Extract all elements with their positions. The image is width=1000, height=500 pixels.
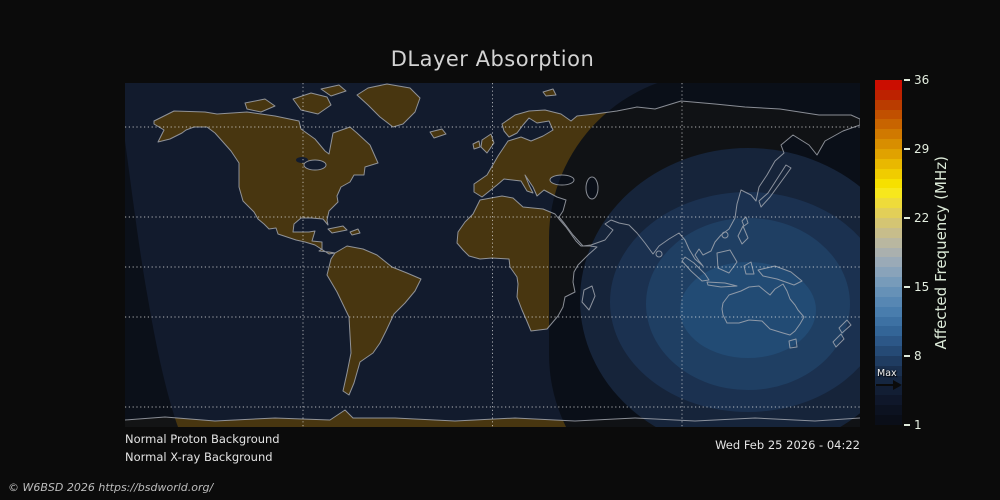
colorbar-segment [875, 375, 902, 386]
colorbar-segment [875, 217, 902, 228]
colorbar-tick-label: 29 [914, 142, 930, 156]
colorbar-segment [875, 276, 902, 287]
xray-status: Normal X-ray Background [125, 450, 273, 464]
colorbar-segment [875, 99, 902, 110]
colorbar-segment [875, 168, 902, 179]
colorbar-segment [875, 335, 902, 347]
terminator-shadow-west-edge [125, 141, 178, 427]
colorbar-segment [875, 148, 902, 159]
colorbar-tick-label: 15 [914, 280, 930, 294]
colorbar-tick-label: 22 [914, 211, 930, 225]
colorbar-tick-label: 1 [914, 418, 922, 432]
colorbar-segment [875, 138, 902, 149]
status-annotations: Normal Proton Background Normal X-ray Ba… [125, 430, 280, 466]
colorbar-segment [875, 79, 902, 90]
great-lakes [304, 160, 326, 170]
colorbar-segment [875, 118, 902, 130]
colorbar-tick [904, 286, 910, 288]
colorbar-tick [904, 355, 910, 357]
colorbar-segment [875, 345, 902, 356]
coastlines [125, 83, 860, 422]
colorbar-segment [875, 404, 902, 416]
colorbar-segment [875, 207, 902, 218]
colorbar-segment [875, 286, 902, 297]
colorbar-segment [875, 178, 902, 189]
colorbar-tick-label: 36 [914, 73, 930, 87]
lake-winnipeg [296, 157, 308, 163]
colorbar-segment [875, 296, 902, 307]
page-title: DLayer Absorption [390, 47, 595, 71]
copyright: © W6BSD 2026 https://bsdworld.org/ [8, 481, 214, 494]
colorbar-segment [875, 256, 902, 268]
colorbar-segment [875, 158, 902, 169]
colorbar-segment [875, 355, 902, 366]
colorbar-segment [875, 89, 902, 100]
colorbar-segment [875, 414, 902, 425]
colorbar-tick [904, 424, 910, 426]
map-canvas [125, 83, 860, 427]
colorbar-segment [875, 316, 902, 327]
svalbard [543, 89, 556, 96]
colorbar-segment [875, 247, 902, 258]
colorbar-segment [875, 266, 902, 278]
colorbar-segment [875, 187, 902, 199]
colorbar-segment [875, 237, 902, 248]
north-america [154, 111, 378, 254]
colorbar-segment [875, 128, 902, 140]
colorbar-segment [875, 306, 902, 317]
colorbar-axis-label: Affected Frequency (MHz) [932, 155, 950, 350]
world-map [125, 83, 860, 427]
graticule [125, 83, 860, 427]
colorbar-segment [875, 394, 902, 406]
proton-status: Normal Proton Background [125, 432, 280, 446]
colorbar-tick [904, 217, 910, 219]
colorbar-tick-label: 8 [914, 349, 922, 363]
colorbar-tick [904, 79, 910, 81]
timestamp: Wed Feb 25 2026 - 04:22 [715, 438, 860, 452]
colorbar-segment [875, 197, 902, 209]
colorbar-segment [875, 227, 902, 238]
colorbar-segment [875, 385, 902, 396]
greenland [357, 84, 420, 127]
colorbar-tick [904, 148, 910, 150]
colorbar-max-arrow-icon [876, 380, 902, 390]
absorption-bands [125, 83, 860, 427]
colorbar-max-label: Max [877, 368, 897, 379]
ireland [473, 141, 480, 149]
colorbar [875, 79, 902, 425]
colorbar-segment [875, 109, 902, 120]
baffin-island [293, 93, 331, 114]
colorbar-segment [875, 365, 902, 376]
cuba [328, 226, 347, 233]
colorbar-segment [875, 325, 902, 337]
